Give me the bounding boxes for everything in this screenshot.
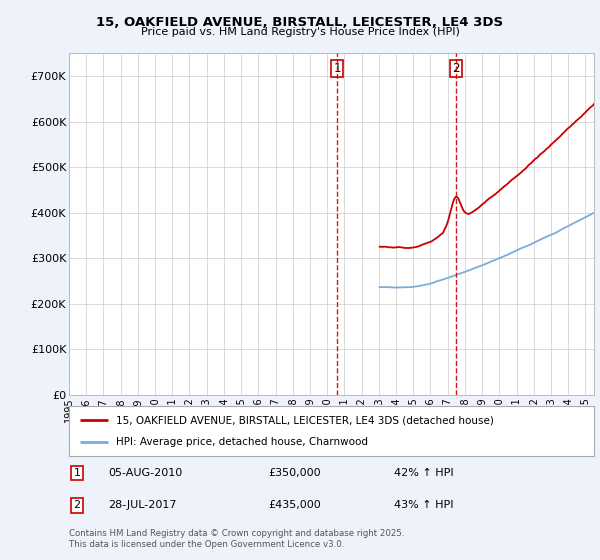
Text: 43% ↑ HPI: 43% ↑ HPI <box>395 501 454 510</box>
Text: Contains HM Land Registry data © Crown copyright and database right 2025.
This d: Contains HM Land Registry data © Crown c… <box>69 529 404 549</box>
Text: 2: 2 <box>73 501 80 510</box>
Text: £435,000: £435,000 <box>269 501 321 510</box>
Text: 15, OAKFIELD AVENUE, BIRSTALL, LEICESTER, LE4 3DS: 15, OAKFIELD AVENUE, BIRSTALL, LEICESTER… <box>97 16 503 29</box>
Text: 2: 2 <box>452 62 460 75</box>
Text: HPI: Average price, detached house, Charnwood: HPI: Average price, detached house, Char… <box>116 437 368 447</box>
Text: 1: 1 <box>73 468 80 478</box>
Text: £350,000: £350,000 <box>269 468 321 478</box>
Text: 42% ↑ HPI: 42% ↑ HPI <box>395 468 454 478</box>
Text: 05-AUG-2010: 05-AUG-2010 <box>109 468 182 478</box>
Text: 28-JUL-2017: 28-JUL-2017 <box>109 501 177 510</box>
Text: 15, OAKFIELD AVENUE, BIRSTALL, LEICESTER, LE4 3DS (detached house): 15, OAKFIELD AVENUE, BIRSTALL, LEICESTER… <box>116 415 494 425</box>
Text: 1: 1 <box>334 62 341 75</box>
Text: Price paid vs. HM Land Registry's House Price Index (HPI): Price paid vs. HM Land Registry's House … <box>140 27 460 38</box>
